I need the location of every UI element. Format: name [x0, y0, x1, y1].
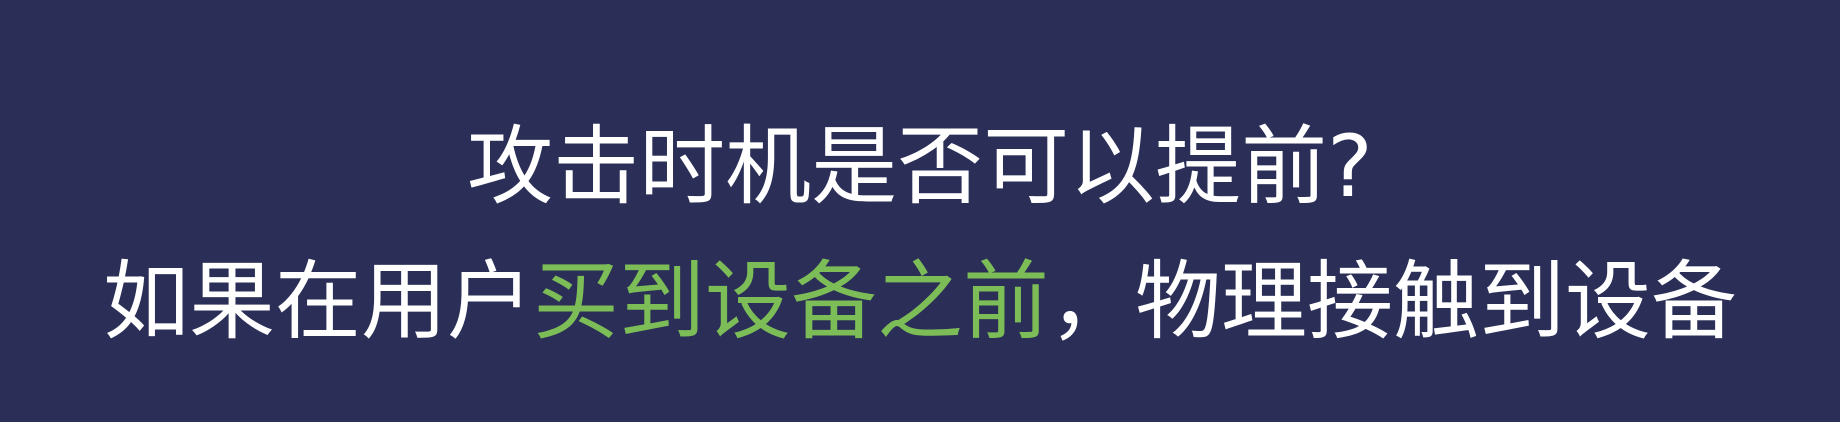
slide-heading: 攻击时机是否可以提前? [467, 117, 1373, 217]
subline-prefix: 如果在用户 [103, 252, 533, 352]
subline-suffix: ，物理接触到设备 [1049, 252, 1737, 352]
slide-subline: 如果在用户买到设备之前，物理接触到设备 [0, 252, 1840, 352]
subline-highlight: 买到设备之前 [533, 252, 1049, 352]
